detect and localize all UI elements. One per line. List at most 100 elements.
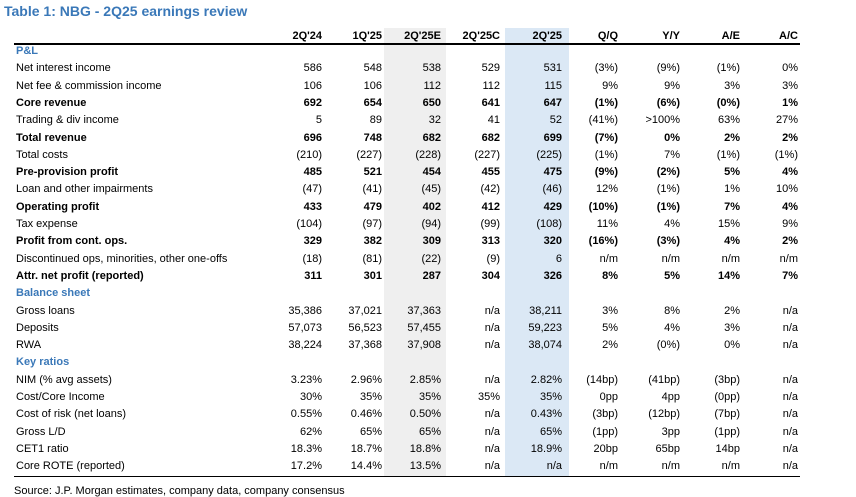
cell: 2% xyxy=(602,339,618,352)
row-label: Total revenue xyxy=(16,131,87,144)
cell: 52 xyxy=(549,114,562,127)
cell: 4% xyxy=(724,235,740,248)
section-heading: Balance sheet xyxy=(16,287,90,300)
row-label: Cost of risk (net loans) xyxy=(16,408,127,421)
cell: 37,363 xyxy=(407,304,441,317)
cell: 3.23% xyxy=(290,373,322,386)
cell: 4% xyxy=(782,200,798,213)
cell: n/a xyxy=(484,442,500,455)
cell: 4% xyxy=(664,218,680,230)
cell: (41) xyxy=(362,183,382,196)
column-header: 2Q'24 xyxy=(292,30,322,42)
column-header: Q/Q xyxy=(597,30,618,42)
cell: n/a xyxy=(782,373,798,386)
row-label: Attr. net profit (reported) xyxy=(16,269,144,282)
cell: n/a xyxy=(484,339,500,352)
cell: (99) xyxy=(480,218,500,230)
row-label: Trading & div income xyxy=(16,114,119,127)
cell: 479 xyxy=(363,200,382,213)
cell: 455 xyxy=(481,166,500,179)
row-label: CET1 ratio xyxy=(16,442,69,455)
cell: 433 xyxy=(303,200,322,213)
cell: 5% xyxy=(664,269,680,282)
row-label: Net interest income xyxy=(16,62,111,75)
cell: 2% xyxy=(782,235,798,248)
cell: 0% xyxy=(724,339,740,352)
cell: 412 xyxy=(481,200,500,213)
cell: 304 xyxy=(481,269,500,282)
cell: 18.8% xyxy=(409,442,441,455)
cell: (45) xyxy=(421,183,441,196)
cell: (22) xyxy=(421,252,441,265)
cell: (1%) xyxy=(594,148,618,161)
column-header: 1Q'25 xyxy=(352,30,382,42)
cell: 5 xyxy=(315,114,322,127)
cell: 15% xyxy=(717,218,740,230)
cell: n/a xyxy=(782,460,798,473)
cell: 18.3% xyxy=(290,442,322,455)
cell: 37,908 xyxy=(407,339,441,352)
cell: (12bp) xyxy=(648,408,680,421)
cell: 699 xyxy=(543,131,562,144)
cell: 5% xyxy=(602,321,618,334)
section-heading: P&L xyxy=(16,45,38,57)
column-header: A/E xyxy=(721,30,740,42)
cell: n/a xyxy=(484,304,500,317)
cell: (0pp) xyxy=(714,391,740,403)
cell: 35% xyxy=(477,391,500,403)
cell: 475 xyxy=(543,166,562,179)
row-label: Total costs xyxy=(16,148,68,161)
cell: 7% xyxy=(724,200,740,213)
cell: 8% xyxy=(602,269,618,282)
cell: 454 xyxy=(422,166,441,179)
row-label: Net fee & commission income xyxy=(16,79,162,92)
cell: n/a xyxy=(782,304,798,317)
cell: 548 xyxy=(363,62,382,75)
cell: 9% xyxy=(664,79,680,92)
cell: 35% xyxy=(359,391,382,403)
cell: 682 xyxy=(422,131,441,144)
cell: (1%) xyxy=(716,62,740,75)
cell: 65% xyxy=(418,425,441,438)
cell: n/a xyxy=(484,408,500,421)
cell: 0.46% xyxy=(350,408,382,421)
cell: (1%) xyxy=(656,200,680,213)
cell: 65bp xyxy=(655,442,680,455)
cell: (210) xyxy=(296,148,322,161)
cell: 37,021 xyxy=(348,304,382,317)
cell: 650 xyxy=(422,96,441,109)
cell: 287 xyxy=(422,269,441,282)
row-label: Gross loans xyxy=(16,304,75,317)
cell: 2% xyxy=(782,131,798,144)
cell: (0%) xyxy=(656,339,680,352)
cell: 2.85% xyxy=(409,373,441,386)
cell: 309 xyxy=(422,235,441,248)
cell: 35% xyxy=(418,391,441,403)
cell: (0%) xyxy=(716,96,740,109)
row-label: Core revenue xyxy=(16,96,87,109)
cell: n/m xyxy=(661,252,680,265)
estimate-column-bg xyxy=(384,28,446,476)
cell: (7bp) xyxy=(714,408,740,421)
cell: n/a xyxy=(782,339,798,352)
source-note: Source: J.P. Morgan estimates, company d… xyxy=(14,485,345,497)
cell: (108) xyxy=(536,218,562,230)
cell: 57,073 xyxy=(288,321,322,334)
cell: 38,211 xyxy=(529,304,562,317)
cell: 429 xyxy=(543,200,562,213)
row-label: Cost/Core Income xyxy=(16,391,105,403)
cell: 57,455 xyxy=(407,321,441,334)
section-heading: Key ratios xyxy=(16,356,70,369)
cell: 382 xyxy=(363,235,382,248)
cell: (1%) xyxy=(656,183,680,196)
cell: 4% xyxy=(782,166,798,179)
cell: 682 xyxy=(481,131,500,144)
cell: 7% xyxy=(664,148,680,161)
cell: 641 xyxy=(481,96,500,109)
cell: 4pp xyxy=(661,391,680,403)
cell: 14.4% xyxy=(350,460,382,473)
cell: 41 xyxy=(487,114,500,127)
cell: 654 xyxy=(363,96,382,109)
row-label: Gross L/D xyxy=(16,425,66,438)
column-header: A/C xyxy=(779,30,798,42)
